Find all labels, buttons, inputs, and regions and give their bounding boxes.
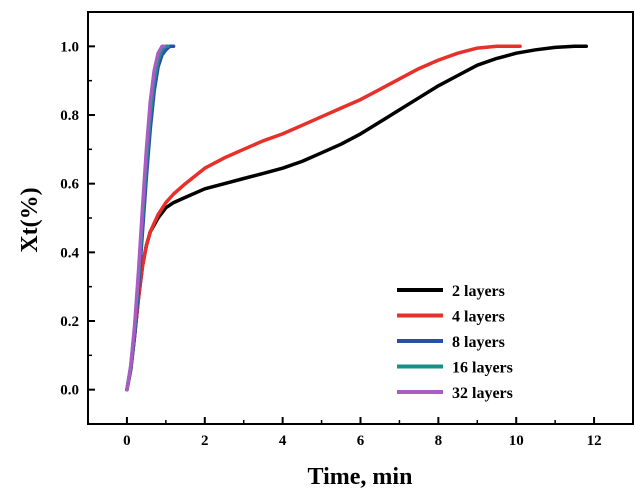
x-tick-label: 12 bbox=[587, 433, 602, 449]
y-tick-label: 0.6 bbox=[60, 177, 79, 193]
y-tick-label: 1.0 bbox=[60, 39, 79, 55]
y-tick-label: 0.2 bbox=[60, 314, 79, 330]
series-line-32-layers bbox=[125, 44, 166, 392]
y-tick-label: 0.0 bbox=[60, 383, 79, 399]
series-lines bbox=[125, 44, 589, 392]
axis-ticks: 0 2 4 6 8 10 12 0.0 0.2 0.4 0.6 0.8 1.0 bbox=[60, 11, 634, 449]
series-line-4-layers bbox=[125, 44, 522, 392]
y-tick-label: 0.8 bbox=[60, 108, 79, 124]
x-tick-label: 8 bbox=[435, 433, 443, 449]
plot-frame bbox=[87, 11, 634, 425]
y-axis-title: Xt(%) bbox=[17, 187, 43, 252]
series-line-2-layers bbox=[125, 44, 589, 392]
x-tick-label: 10 bbox=[509, 433, 524, 449]
legend-label: 4 layers bbox=[452, 309, 505, 326]
x-tick-label: 0 bbox=[123, 433, 131, 449]
legend-label: 16 layers bbox=[452, 360, 513, 377]
x-axis-title: Time, min bbox=[308, 464, 413, 490]
y-tick-label: 0.4 bbox=[60, 245, 79, 261]
legend-label: 8 layers bbox=[452, 334, 505, 351]
legend-label: 32 layers bbox=[452, 385, 513, 402]
x-tick-label: 4 bbox=[279, 433, 287, 449]
legend-label: 2 layers bbox=[452, 283, 505, 300]
x-tick-label: 6 bbox=[357, 433, 365, 449]
legend: 2 layers 4 layers 8 layers 16 layers 32 laye… bbox=[397, 283, 513, 402]
x-tick-label: 2 bbox=[201, 433, 209, 449]
